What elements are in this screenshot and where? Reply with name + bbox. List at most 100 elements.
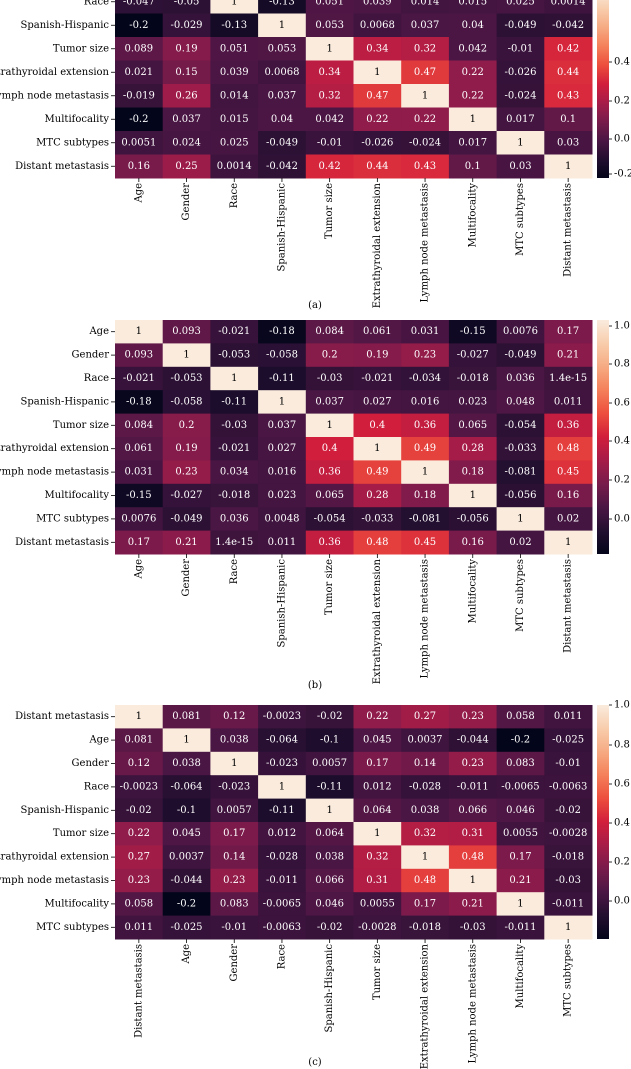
cell-value-label: -0.021 xyxy=(218,326,250,337)
heatmap-cell xyxy=(258,775,307,800)
heatmap-cell xyxy=(258,868,307,893)
cell-value-label: -0.03 xyxy=(317,373,343,384)
heatmap-cell xyxy=(210,131,259,155)
cell-value-label: 0.025 xyxy=(506,0,535,7)
heatmap-cell xyxy=(496,60,545,85)
cell-value-label: -0.011 xyxy=(266,875,298,886)
cell-value-label: -0.11 xyxy=(221,396,247,407)
heatmap-cell xyxy=(544,728,593,753)
heatmap-cell xyxy=(544,892,593,917)
cell-value-label: -0.026 xyxy=(361,137,393,148)
heatmap-cell xyxy=(258,154,307,179)
col-label: Lymph node metastasis xyxy=(467,944,478,1064)
cell-value-label: -0.1 xyxy=(320,735,339,746)
cell-value-label: 0.031 xyxy=(411,326,440,337)
col-label: MTC subtypes xyxy=(563,944,574,1017)
colorbar xyxy=(597,705,609,939)
cell-value-label: 1 xyxy=(517,898,523,909)
heatmap-cell xyxy=(115,822,164,846)
cell-value-label: 0.024 xyxy=(172,137,201,148)
heatmap-cell xyxy=(210,460,259,485)
cell-value-label: 0.28 xyxy=(366,490,388,501)
heatmap-cell xyxy=(115,413,164,438)
heatmap-cell xyxy=(401,822,450,846)
heatmap-cell xyxy=(353,822,402,846)
heatmap-cell xyxy=(258,751,307,776)
heatmap-cell xyxy=(162,343,211,368)
heatmap-cell xyxy=(448,728,498,753)
heatmap-cell xyxy=(401,13,450,38)
colorbar-tick-label: 0.6 xyxy=(614,398,630,409)
heatmap-cell xyxy=(401,530,450,555)
heatmap-cell xyxy=(544,915,593,940)
heatmap-cell xyxy=(210,60,259,85)
cell-value-label: 0.47 xyxy=(366,90,388,101)
heatmap-cell xyxy=(353,705,402,729)
cell-value-label: -0.028 xyxy=(266,852,298,863)
heatmap-cell xyxy=(210,845,259,870)
cell-value-label: -0.0023 xyxy=(120,781,158,792)
heatmap-cell xyxy=(496,775,545,800)
heatmap-cell xyxy=(258,0,307,14)
col-label: Extrathyroidal extension xyxy=(372,558,383,684)
row-label: Extrathyroidal extension xyxy=(0,443,110,454)
cell-value-label: 0.023 xyxy=(458,396,487,407)
heatmap-cell xyxy=(353,728,402,753)
heatmap-cell xyxy=(162,413,211,438)
cell-value-label: 1 xyxy=(470,114,476,125)
cell-value-label: 0.058 xyxy=(125,898,154,909)
heatmap-cell xyxy=(115,751,164,776)
cell-value-label: 0.039 xyxy=(363,0,392,7)
heatmap-cell xyxy=(162,705,211,729)
cell-value-label: 0.04 xyxy=(462,20,484,31)
heatmap-cell xyxy=(448,798,498,823)
heatmap-cell xyxy=(210,507,259,532)
cell-value-label: 1 xyxy=(136,326,142,337)
heatmap-cell xyxy=(210,343,259,368)
cell-value-label: -0.02 xyxy=(555,805,581,816)
cell-value-label: 0.31 xyxy=(366,875,388,886)
heatmap-cell xyxy=(401,131,450,155)
cell-value-label: -0.0065 xyxy=(263,898,301,909)
cell-value-label: -0.056 xyxy=(457,513,489,524)
heatmap-cell xyxy=(401,60,450,85)
heatmap-cell xyxy=(401,868,450,893)
colorbar-tick-label: 0.0 xyxy=(614,896,630,907)
cell-value-label: -0.01 xyxy=(555,758,581,769)
cell-value-label: 0.064 xyxy=(363,805,392,816)
heatmap-cell xyxy=(162,892,211,917)
heatmap-cell xyxy=(401,413,450,438)
cell-value-label: 1 xyxy=(279,20,285,31)
cell-value-label: 0.34 xyxy=(366,43,388,54)
heatmap-cell xyxy=(496,154,545,179)
cell-value-label: 0.014 xyxy=(220,90,249,101)
heatmap-cell xyxy=(162,751,211,776)
heatmap-cell xyxy=(115,84,164,108)
cell-value-label: 0.2 xyxy=(322,350,338,361)
cell-value-label: 0.015 xyxy=(458,0,487,7)
heatmap-cell xyxy=(544,0,593,14)
cell-value-label: -0.15 xyxy=(126,490,152,501)
heatmap-cell xyxy=(448,37,498,61)
cell-value-label: 0.0037 xyxy=(169,852,204,863)
cell-value-label: 1 xyxy=(470,875,476,886)
col-label: MTC subtypes xyxy=(515,183,526,256)
heatmap-cell xyxy=(496,751,545,776)
heatmap-cell xyxy=(353,131,402,155)
cell-value-label: 0.0076 xyxy=(121,513,156,524)
cell-value-label: 0.083 xyxy=(506,758,535,769)
cell-value-label: 0.17 xyxy=(414,898,436,909)
heatmap-cell xyxy=(305,460,354,485)
cell-value-label: -0.054 xyxy=(504,420,536,431)
cell-value-label: -0.024 xyxy=(504,90,536,101)
heatmap-cell xyxy=(544,60,593,85)
heatmap-cell xyxy=(353,60,402,85)
heatmap-cell xyxy=(496,107,545,132)
cell-value-label: 0.43 xyxy=(414,161,436,172)
heatmap-cell xyxy=(544,390,593,415)
cell-value-label: -0.018 xyxy=(457,373,489,384)
heatmap-cell xyxy=(258,437,307,461)
cell-value-label: -0.064 xyxy=(266,735,298,746)
cell-value-label: 1.4e-15 xyxy=(215,537,253,548)
heatmap-cell xyxy=(544,154,593,179)
